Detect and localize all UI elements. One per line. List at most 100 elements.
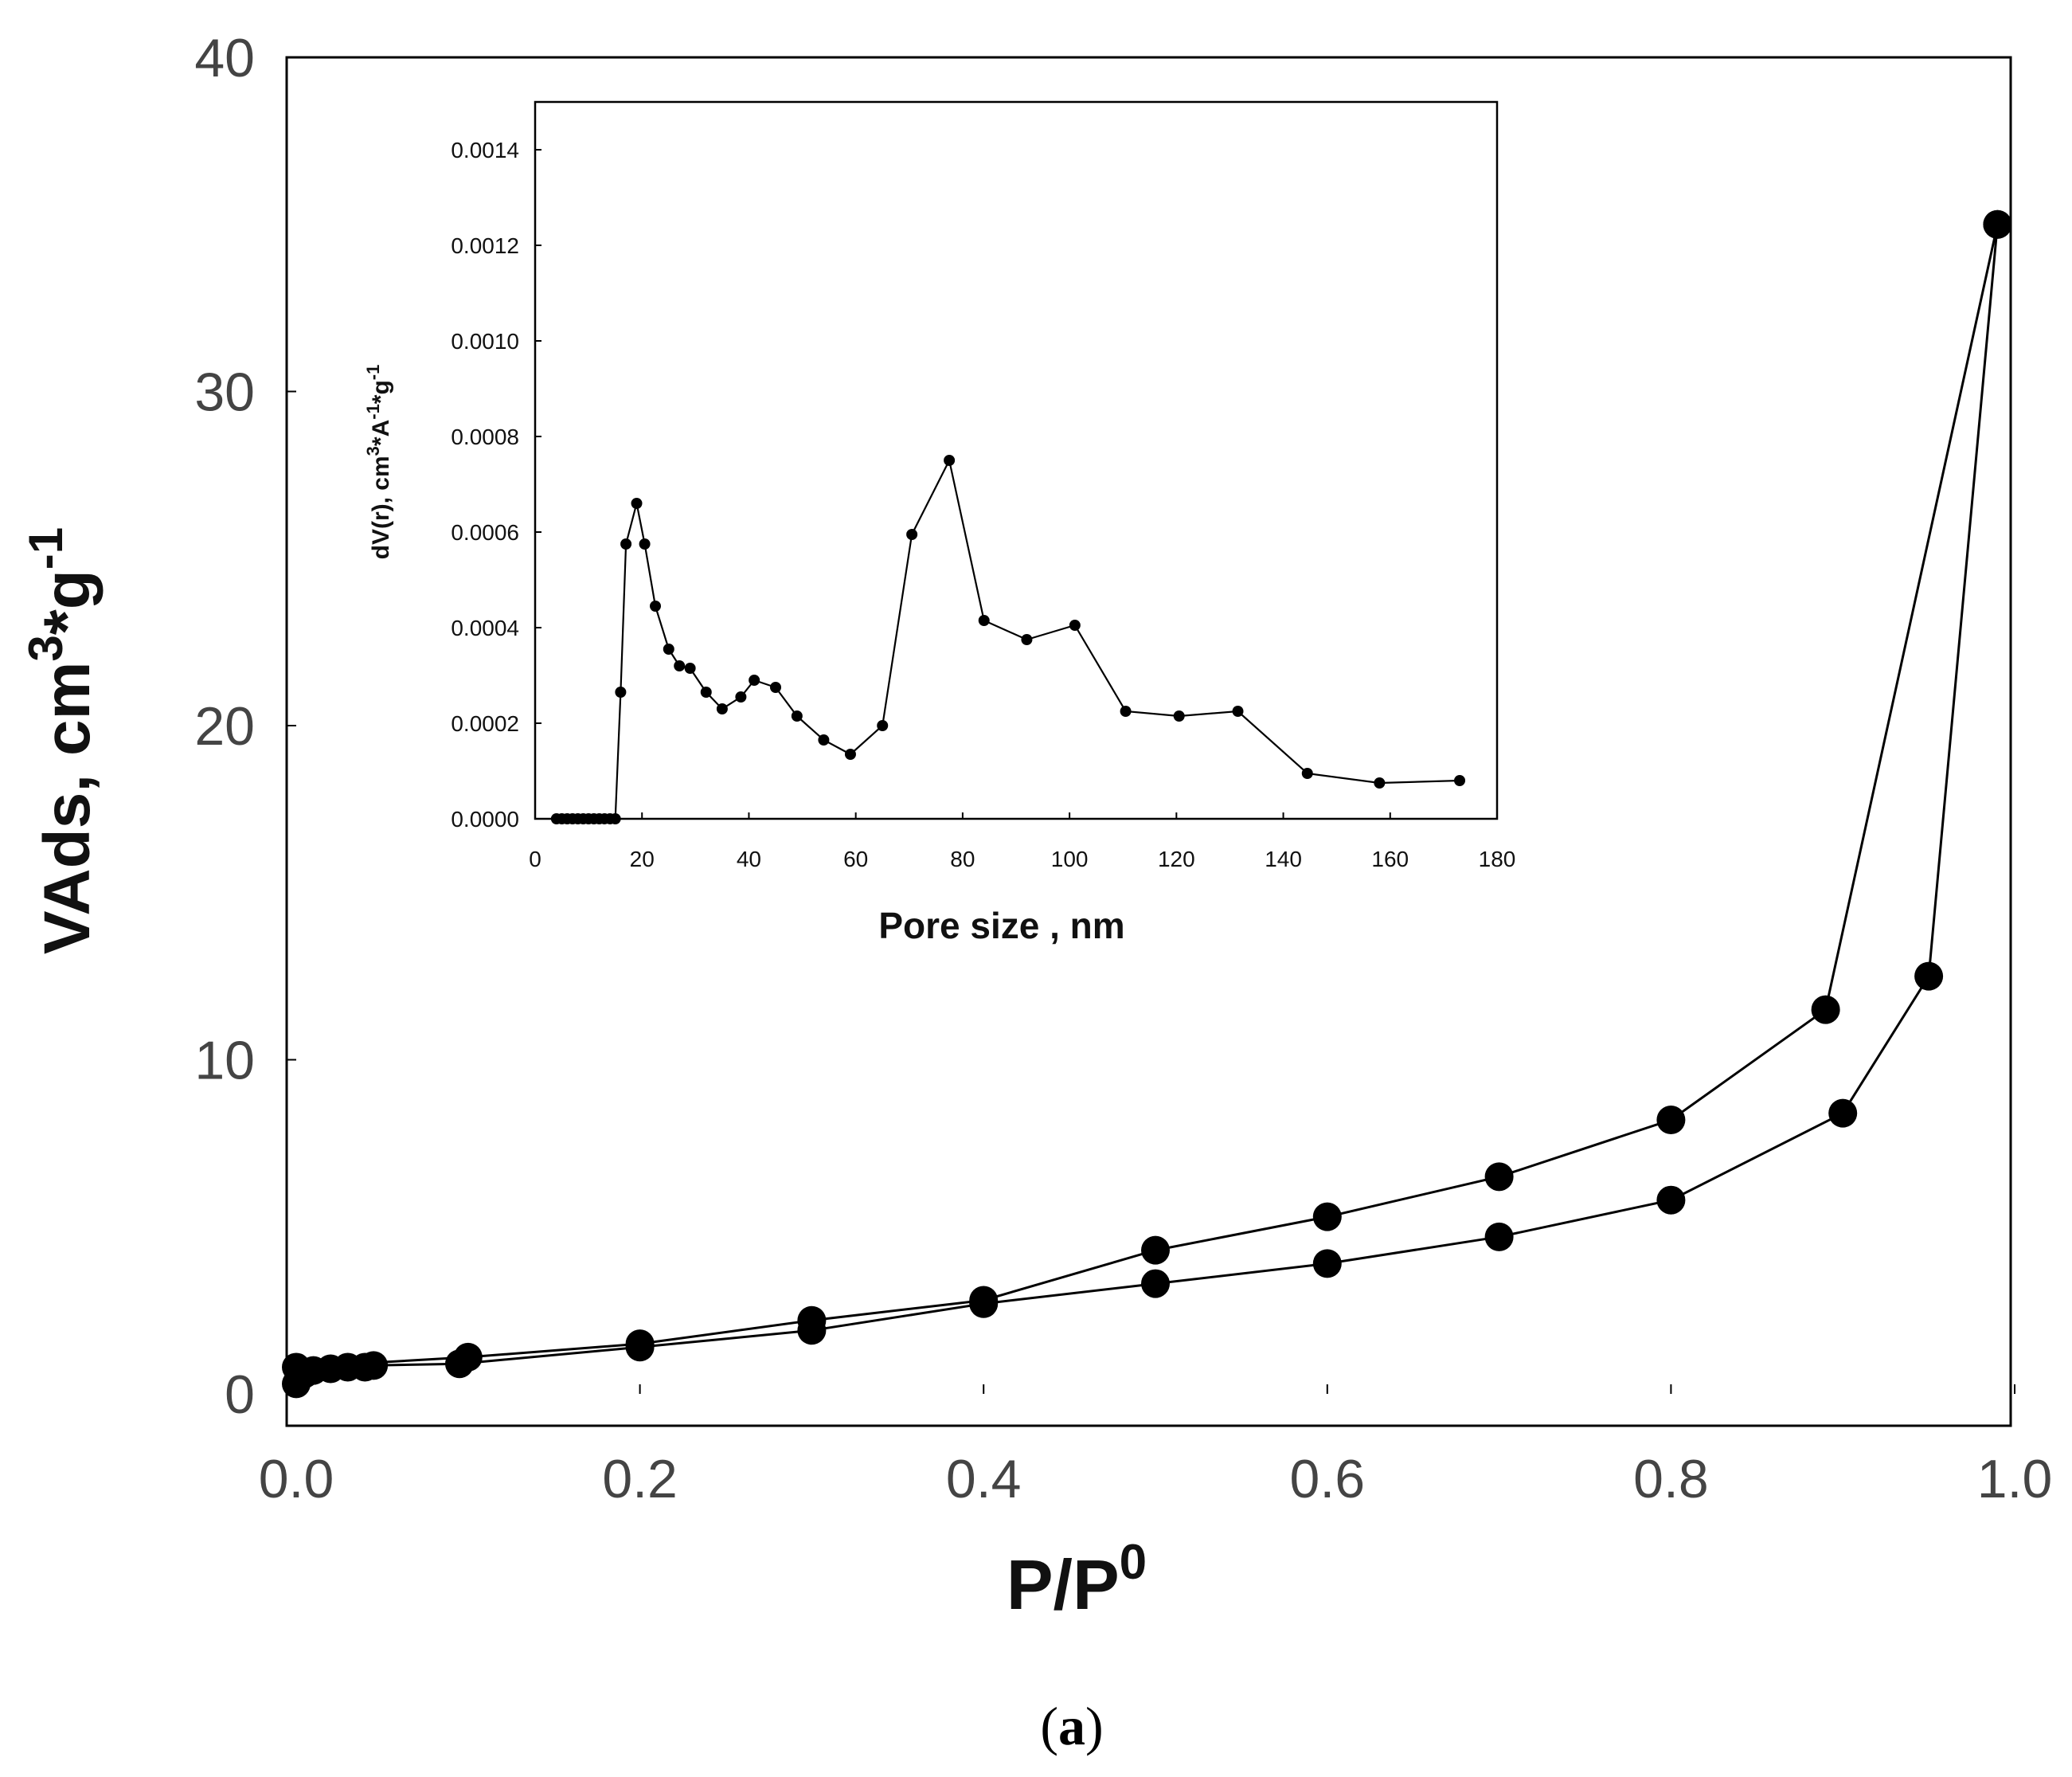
inset-y-axis-title-sup2: -1 xyxy=(363,404,383,420)
inset-x-tick-label: 40 xyxy=(737,847,761,871)
inset-y-axis-title-base: dV(r), cm xyxy=(368,456,394,559)
caption-close: ) xyxy=(1085,1696,1104,1756)
inset-x-tick-label: 60 xyxy=(843,847,868,871)
main-adsorption-point xyxy=(1828,1098,1858,1128)
main-y-axis-title-mid: *g xyxy=(31,570,104,635)
main-x-tick-label: 0.8 xyxy=(1633,1449,1709,1509)
inset-x-axis-title: Pore size , nm xyxy=(878,905,1124,946)
main-desorption-point xyxy=(1141,1235,1170,1265)
inset-ticks: 0 20 40 60 80 100 120 140 160 180 0.0000 0.0002 0.00… xyxy=(451,138,1515,871)
inset-pore-size-distribution-point xyxy=(877,720,889,731)
inset-x-tick-label: 140 xyxy=(1265,847,1302,871)
inset-y-tick-label: 0.0004 xyxy=(451,616,519,640)
inset-pore-size-distribution-point xyxy=(684,663,696,674)
main-y-axis-title-sup1: 3 xyxy=(19,635,72,661)
main-desorption-point xyxy=(282,1352,311,1382)
inset-pore-size-distribution-point xyxy=(844,749,856,760)
main-desorption-point xyxy=(797,1305,827,1335)
inset-background xyxy=(535,102,1497,819)
main-y-tick-label: 0 xyxy=(225,1364,255,1425)
inset-y-tick-label: 0.0012 xyxy=(451,233,519,258)
inset-y-axis-title-sup1: 3 xyxy=(363,446,383,456)
inset-y-tick-label: 0.0002 xyxy=(451,711,519,736)
main-y-axis-title: VAds, cm3*g-1 xyxy=(19,527,104,954)
main-desorption-point xyxy=(969,1286,999,1315)
main-y-axis-title-base: VAds, cm xyxy=(31,662,104,955)
inset-pore-size-distribution-point xyxy=(620,538,632,550)
inset-pore-size-distribution-point xyxy=(749,675,760,686)
main-y-tick-label: 10 xyxy=(194,1031,255,1091)
main-desorption-point xyxy=(1811,995,1840,1024)
main-desorption-point xyxy=(1312,1202,1342,1231)
main-x-axis-title: P/P0 xyxy=(1007,1535,1147,1624)
inset-y-tick-label: 0.0014 xyxy=(451,138,519,162)
main-desorption-point xyxy=(1656,1106,1686,1135)
inset-y-axis-title: dV(r), cm3*A-1*g-1 xyxy=(363,365,394,560)
inset-pore-size-distribution-point xyxy=(650,601,661,612)
inset-pore-size-distribution-point xyxy=(1454,775,1466,786)
inset-pore-size-distribution-point xyxy=(1120,706,1132,717)
main-x-axis-title-base: P/P xyxy=(1007,1545,1120,1624)
main-x-tick-label: 0.2 xyxy=(602,1449,678,1509)
main-adsorption-point xyxy=(359,1351,389,1380)
inset-x-tick-label: 20 xyxy=(630,847,655,871)
main-adsorption-point xyxy=(1312,1249,1342,1278)
inset-pore-size-distribution-point xyxy=(615,687,627,698)
inset-x-tick-label: 100 xyxy=(1051,847,1089,871)
main-series xyxy=(282,209,2012,1399)
inset-pore-size-distribution-point xyxy=(716,703,728,714)
figure-caption: (a) xyxy=(1040,1696,1103,1756)
inset-x-tick-label: 120 xyxy=(1158,847,1195,871)
inset-y-tick-label: 0.0000 xyxy=(451,807,519,832)
main-x-tick-label: 1.0 xyxy=(1977,1449,2053,1509)
inset-pore-size-distribution-point xyxy=(791,710,803,722)
main-y-tick-label: 30 xyxy=(194,362,255,423)
main-plot-frame xyxy=(285,56,2012,1427)
inset-y-tick-label: 0.0006 xyxy=(451,520,519,545)
main-adsorption-point xyxy=(1914,961,1944,991)
caption-open: ( xyxy=(1040,1696,1058,1756)
inset-y-axis-title-mid2: *g xyxy=(368,380,394,404)
inset-y-tick-label: 0.0008 xyxy=(451,425,519,449)
inset-pore-size-distribution-point xyxy=(1374,777,1386,789)
inset-y-tick-label: 0.0010 xyxy=(451,329,519,354)
inset-pore-size-distribution-point xyxy=(1301,768,1313,779)
main-x-tick-label: 0.4 xyxy=(946,1449,1022,1509)
inset-pore-size-distribution-point xyxy=(639,538,651,550)
inset-pore-size-distribution-point xyxy=(818,734,830,746)
inset-pore-size-distribution-point xyxy=(944,455,956,466)
inset-pore-size-distribution-point xyxy=(1069,620,1081,631)
main-desorption-point xyxy=(1484,1162,1514,1192)
main-x-axis-title-sup: 0 xyxy=(1120,1535,1147,1590)
main-y-tick-label: 20 xyxy=(194,696,255,757)
inset-y-axis-title-sup3: -1 xyxy=(363,365,383,381)
inset-pore-size-distribution-point xyxy=(770,682,781,693)
inset-pore-size-distribution-point xyxy=(906,529,918,540)
inset-x-tick-label: 0 xyxy=(529,847,541,871)
main-y-tick-label: 40 xyxy=(194,28,255,88)
caption-letter: a xyxy=(1058,1696,1085,1756)
inset-pore-size-distribution-point xyxy=(663,644,674,655)
main-adsorption-point xyxy=(1484,1222,1514,1251)
inset-pore-size-distribution-point xyxy=(1232,706,1244,717)
inset-pore-size-distribution-point xyxy=(978,615,990,626)
main-x-tick-label: 0.0 xyxy=(259,1449,334,1509)
main-desorption-point xyxy=(453,1342,483,1372)
inset-x-tick-label: 80 xyxy=(950,847,975,871)
inset-pore-size-distribution-point xyxy=(1021,634,1033,645)
inset-x-tick-label: 160 xyxy=(1371,847,1409,871)
main-x-tick-label: 0.6 xyxy=(1290,1449,1366,1509)
main-adsorption-point xyxy=(1141,1269,1170,1298)
inset-pore-size-distribution-point xyxy=(674,660,686,671)
inset-pore-size-distribution-point xyxy=(631,498,643,509)
inset-pore-size-distribution-point xyxy=(735,691,747,703)
main-desorption-point xyxy=(1983,209,2012,239)
main-y-axis-title-sup2: -1 xyxy=(19,527,72,570)
inset-pore-size-distribution-point xyxy=(1173,710,1185,722)
inset-pore-size-distribution-point xyxy=(609,813,621,824)
inset-series xyxy=(550,455,1466,824)
inset-pore-size-distribution-point xyxy=(700,687,712,698)
inset-y-axis-title-mid: *A xyxy=(368,420,394,446)
